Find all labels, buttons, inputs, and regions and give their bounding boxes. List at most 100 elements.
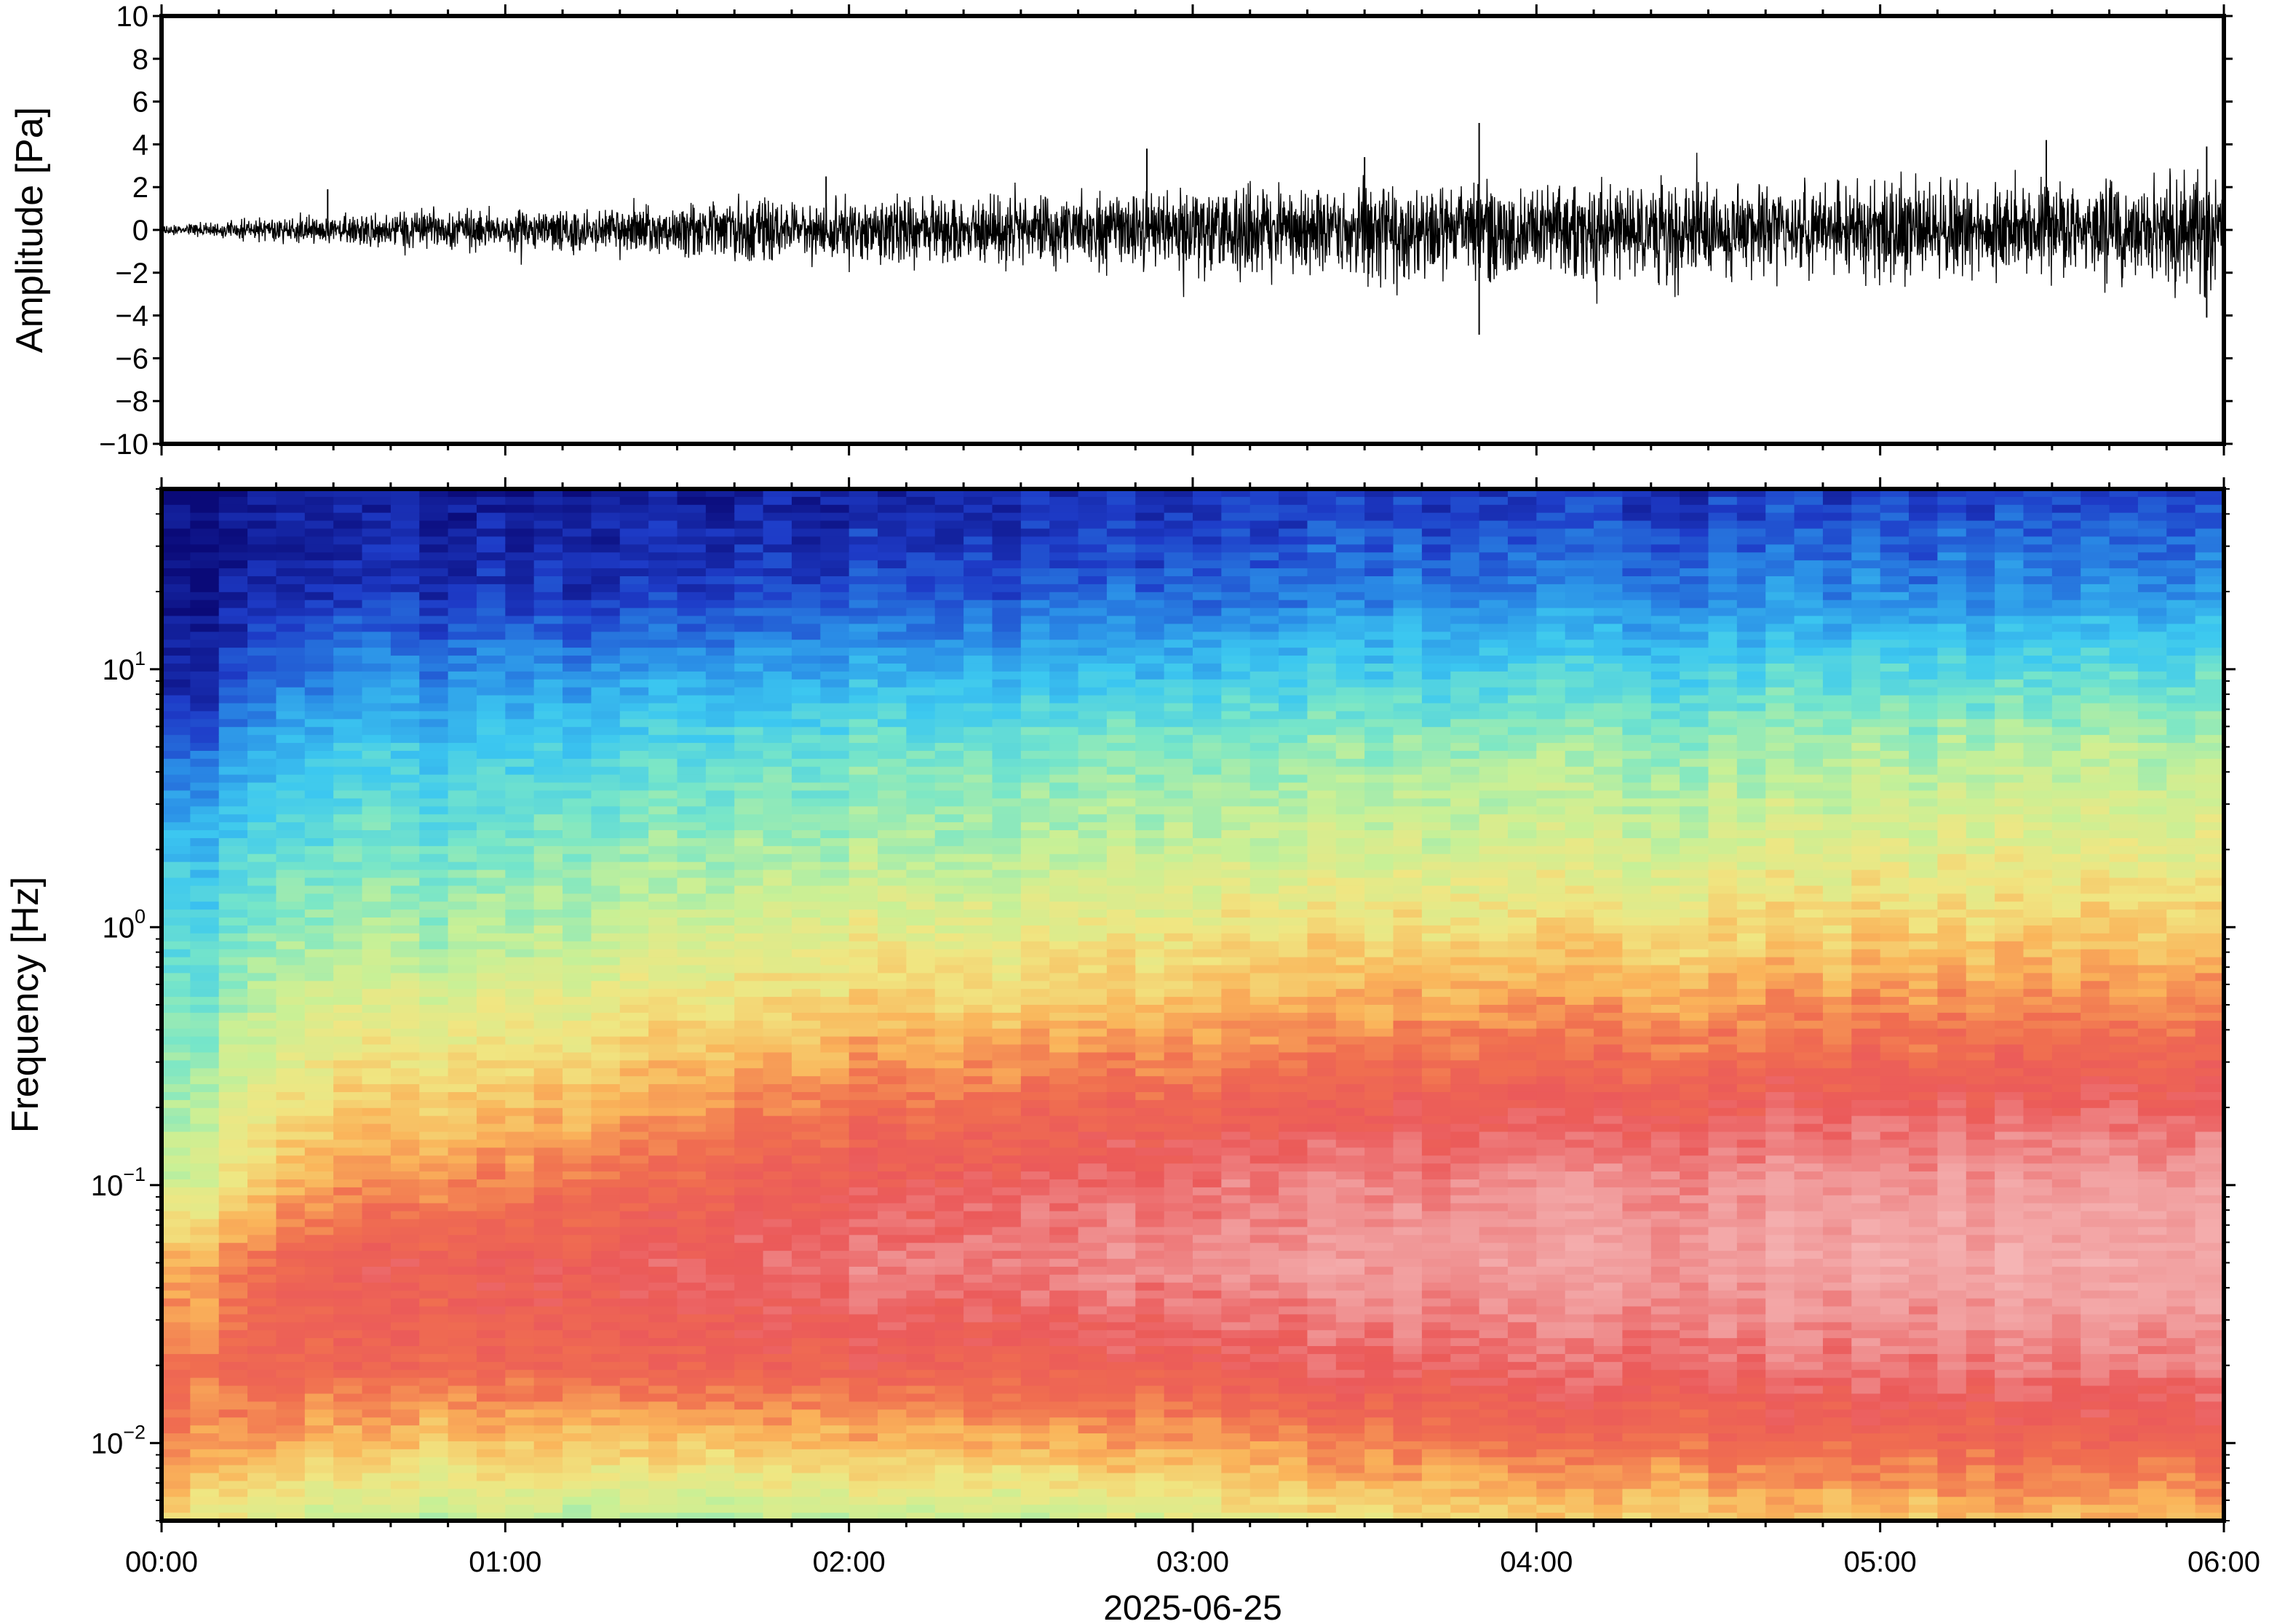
spectrogram-cell — [1106, 1369, 1137, 1379]
spectrogram-cell — [1020, 973, 1050, 982]
spectrogram-cell — [963, 1377, 993, 1387]
spectrogram-cell — [333, 1433, 363, 1442]
spectrogram-cell — [906, 1306, 936, 1315]
spectrogram-cell — [1193, 1005, 1223, 1014]
spectrogram-cell — [963, 885, 993, 895]
spectrogram-cell — [533, 949, 563, 958]
spectrogram-cell — [820, 1425, 850, 1434]
spectrogram-cell — [763, 1131, 792, 1141]
spectrogram-cell — [648, 1187, 678, 1196]
spectrogram-cell — [1020, 711, 1050, 720]
spectrogram-cell — [476, 600, 506, 609]
spectrogram-cell — [619, 1449, 649, 1458]
spectrogram-cell — [734, 1115, 764, 1125]
spectrogram-cell — [1193, 1441, 1223, 1450]
spectrogram-cell — [734, 973, 764, 982]
spectrogram-cell — [563, 632, 592, 641]
spectrogram-cell — [849, 496, 878, 506]
spectrogram-cell — [533, 520, 563, 530]
spectrogram-cell — [333, 632, 363, 641]
spectrogram-cell — [648, 1091, 678, 1101]
spectrogram-cell — [1135, 1251, 1165, 1259]
spectrogram-cell — [448, 1282, 477, 1291]
spectrogram-cell — [533, 957, 563, 966]
spectrogram-cell — [1193, 584, 1223, 593]
spectrogram-cell — [563, 822, 592, 831]
spectrogram-cell — [677, 1346, 707, 1355]
spectrogram-cell — [162, 814, 191, 823]
spectrogram-cell — [878, 663, 907, 672]
spectrogram-cell — [276, 1465, 306, 1474]
spectrogram-cell — [963, 568, 993, 577]
spectrogram-cell — [362, 1259, 392, 1267]
spectrogram-cell — [505, 1290, 535, 1299]
spectrogram-cell — [1049, 1147, 1079, 1157]
spectrogram-cell — [906, 544, 936, 554]
spectrogram-cell — [619, 941, 649, 950]
spectrogram-cell — [276, 1028, 306, 1038]
spectrogram-cell — [1221, 695, 1251, 704]
waveform-y-tick-label: −10 — [99, 429, 148, 461]
spectrogram-cell — [505, 965, 535, 974]
spectrogram-cell — [304, 965, 334, 974]
spectrogram-cell — [476, 901, 506, 910]
spectrogram-cell — [304, 1187, 334, 1196]
spectrogram-cell — [992, 1211, 1022, 1220]
spectrogram-cell — [734, 925, 764, 934]
spectrogram-cell — [1135, 1243, 1165, 1251]
spectrogram-cell — [677, 743, 707, 752]
spectrogram-cell — [791, 727, 822, 736]
spectrogram-cell — [448, 965, 477, 974]
spectrogram-cell — [1049, 1346, 1079, 1355]
spectrogram-cell — [963, 845, 993, 855]
spectrogram-cell — [1164, 853, 1193, 863]
spectrogram-cell — [677, 1020, 707, 1030]
spectrogram-cell — [1020, 885, 1050, 895]
spectrogram-cell — [734, 774, 764, 784]
waveform-y-tick-label: 8 — [132, 44, 148, 76]
spectrogram-cell — [247, 1290, 277, 1299]
spectrogram-cell — [362, 1005, 392, 1014]
spectrogram-cell — [218, 949, 248, 958]
spectrogram-cell — [734, 750, 764, 760]
spectrogram-cell — [763, 1036, 792, 1046]
spectrogram-cell — [1078, 496, 1108, 506]
spectrogram-cell — [476, 1107, 506, 1117]
spectrogram-cell — [505, 1099, 535, 1109]
spectrogram-cell — [476, 1259, 506, 1267]
spectrogram-cell — [304, 1377, 334, 1387]
spectrogram-cell — [619, 576, 649, 585]
spectrogram-cell — [763, 1171, 792, 1180]
spectrogram-cell — [677, 695, 707, 704]
spectrogram-cell — [1164, 1091, 1193, 1101]
spectrogram-cell — [906, 1203, 936, 1212]
spectrogram-cell — [1193, 853, 1223, 863]
spectrogram-cell — [247, 1282, 277, 1291]
spectrogram-cell — [1193, 1513, 1223, 1521]
spectrogram-cell — [448, 1322, 477, 1332]
spectrogram-cell — [362, 965, 392, 974]
spectrogram-cell — [763, 766, 792, 776]
spectrogram-cell — [476, 711, 506, 720]
spectrogram-cell — [1049, 830, 1079, 839]
spectrogram-cell — [190, 1044, 220, 1054]
spectrogram-cell — [849, 750, 878, 760]
spectrogram-cell — [533, 1314, 563, 1324]
spectrogram-cell — [390, 750, 421, 760]
spectrogram-cell — [934, 1377, 964, 1387]
spectrogram-cell — [218, 845, 248, 855]
spectrogram-cell — [878, 941, 907, 950]
spectrogram-cell — [304, 1084, 334, 1093]
spectrogram-cell — [591, 1385, 621, 1395]
spectrogram-cell — [533, 1282, 563, 1291]
spectrogram-cell — [677, 656, 707, 664]
spectrogram-cell — [906, 1147, 936, 1157]
spectrogram-cell — [563, 1044, 592, 1054]
spectrogram-cell — [563, 1497, 592, 1505]
spectrogram-cell — [619, 1005, 649, 1014]
spectrogram-cell — [1049, 1139, 1079, 1149]
spectrogram-cell — [1106, 504, 1137, 514]
spectrogram-cell — [505, 1195, 535, 1204]
spectrogram-cell — [333, 853, 363, 863]
spectrogram-cell — [705, 1171, 736, 1180]
